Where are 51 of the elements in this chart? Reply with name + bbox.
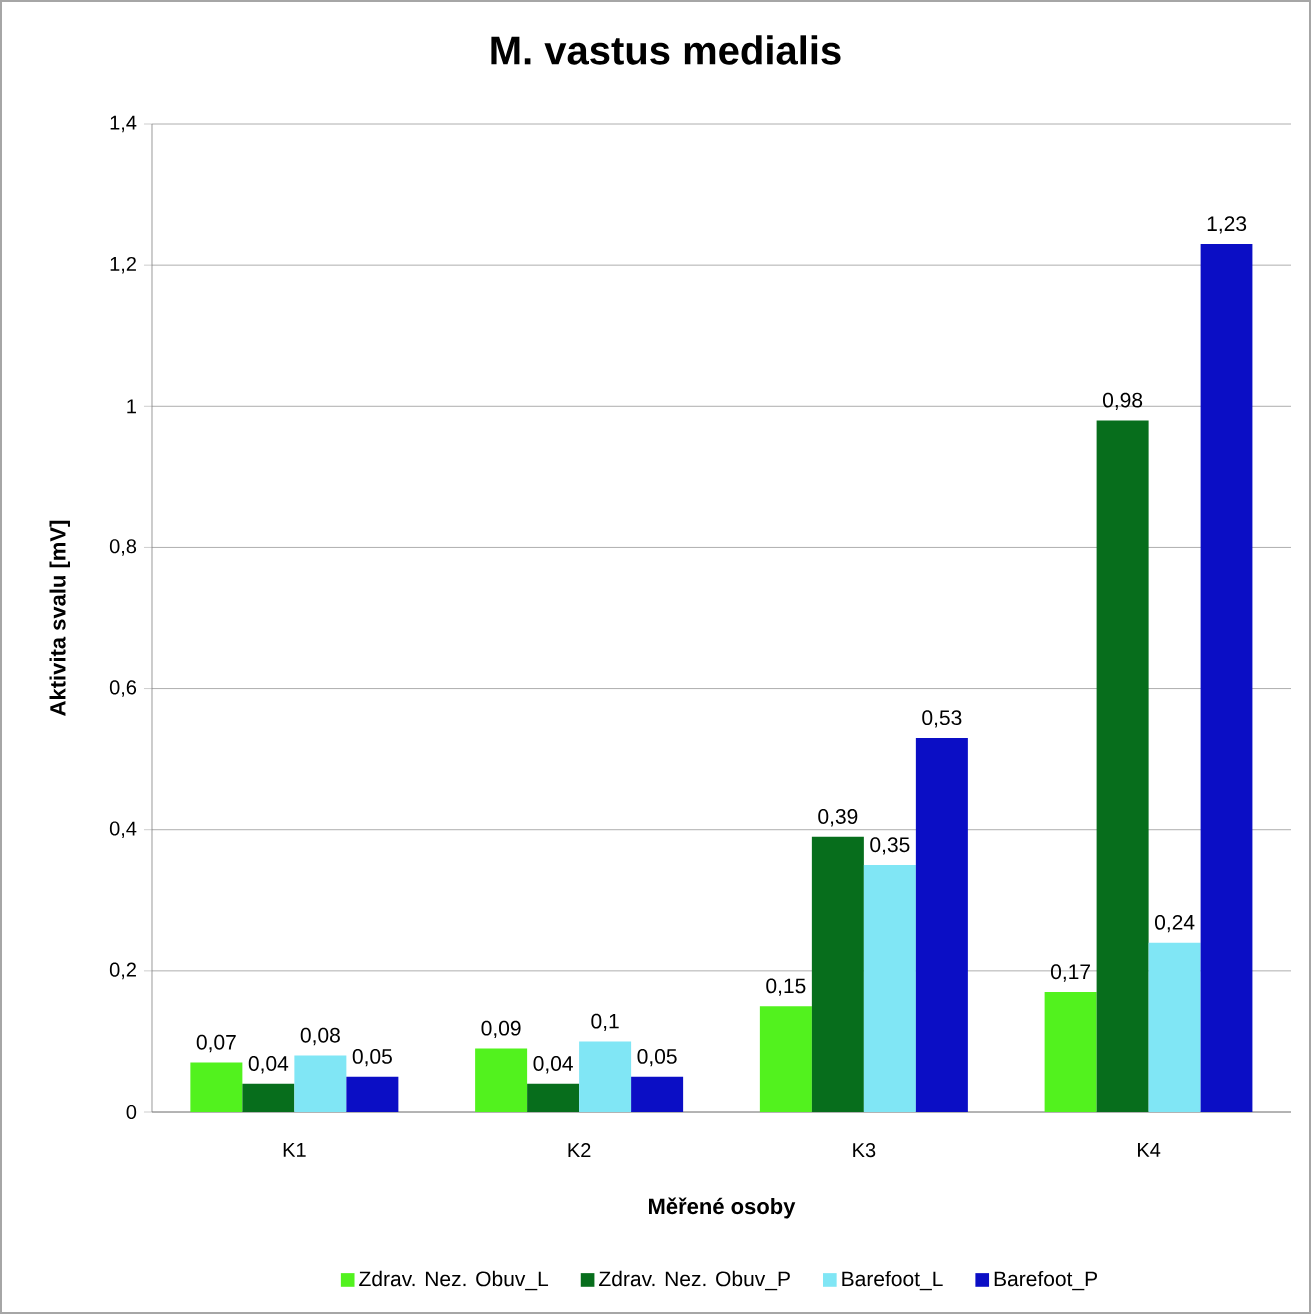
data-label: 0,04 [533,1056,573,1074]
y-axis-title: Aktivita svalu [mV] [49,520,70,716]
y-tick-label: 1,2 [110,256,136,274]
data-label: 0,35 [870,837,910,855]
y-tick-label: 0,4 [109,821,137,838]
y-tick-label: 0,8 [109,539,137,556]
bar [811,836,864,1112]
y-tick-label: 0 [126,1104,137,1120]
data-label: 0,53 [922,710,962,728]
legend-label: Zdrav. Nez. Obuv_L [359,1270,549,1291]
bar [475,1048,528,1112]
legend-label: Barefoot_L [842,1270,943,1291]
x-tick-label: K3 [853,1143,876,1158]
data-label: 0,98 [1103,392,1143,411]
bar [915,737,968,1112]
chart-title: M. vastus medialis [491,35,841,65]
x-tick-label: K2 [568,1143,591,1158]
bar [759,1006,812,1112]
x-axis-title: Měřené osoby [649,1197,796,1219]
data-label: 0,05 [352,1048,392,1067]
bar [1096,420,1149,1112]
data-label: 0,1 [591,1013,619,1032]
bar [294,1055,347,1112]
bar [190,1062,243,1112]
y-tick-label: 0,6 [109,680,137,697]
y-tick-label: 1 [127,399,136,414]
x-tick-label: K1 [283,1143,306,1157]
data-label: 0,07 [196,1034,236,1053]
bar [863,865,916,1112]
y-tick-label: 1,4 [110,115,137,133]
data-label: 0,08 [300,1027,340,1046]
data-label: 0,05 [637,1048,677,1067]
legend-label: Zdrav. Nez. Obuv_P [599,1270,790,1291]
legend-label: Barefoot_P [994,1270,1097,1291]
bar [631,1076,684,1112]
bar [1148,942,1201,1112]
data-label: 0,39 [818,809,858,827]
y-tick-label: 0,2 [109,962,136,980]
bar [579,1041,632,1112]
data-label: 0,17 [1051,964,1090,982]
data-label: 0,15 [766,978,806,996]
bar [1044,992,1097,1112]
data-label: 0,09 [481,1020,521,1039]
data-label: 0,04 [248,1056,289,1074]
bar [1200,243,1253,1112]
bar [346,1076,399,1112]
x-tick-label: K4 [1138,1143,1161,1157]
bar [242,1083,295,1112]
bar [527,1083,580,1112]
data-label: 0,24 [1155,914,1195,933]
data-label: 1,23 [1207,216,1247,234]
